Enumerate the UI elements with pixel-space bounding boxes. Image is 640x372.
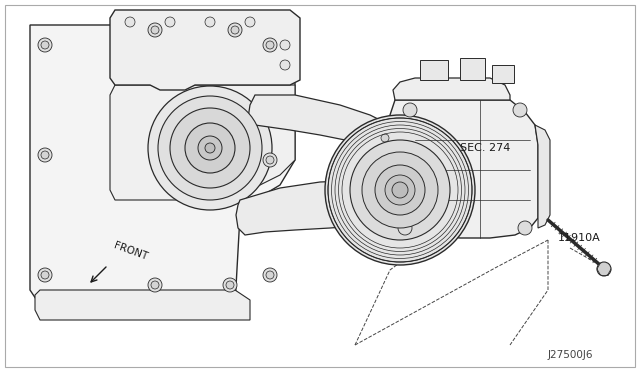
Polygon shape [110, 10, 300, 90]
Bar [420, 60, 448, 80]
Circle shape [403, 103, 417, 117]
Circle shape [41, 41, 49, 49]
Circle shape [38, 268, 52, 282]
Polygon shape [390, 100, 538, 238]
Circle shape [362, 152, 438, 228]
Circle shape [148, 23, 162, 37]
Circle shape [148, 86, 272, 210]
Circle shape [41, 271, 49, 279]
Polygon shape [535, 125, 550, 228]
Circle shape [398, 221, 412, 235]
Circle shape [198, 136, 222, 160]
Circle shape [38, 38, 52, 52]
Circle shape [263, 153, 277, 167]
Circle shape [386, 204, 394, 212]
Circle shape [226, 281, 234, 289]
Circle shape [350, 140, 450, 240]
Circle shape [158, 96, 262, 200]
Circle shape [375, 165, 425, 215]
Bar [492, 65, 514, 83]
Circle shape [263, 38, 277, 52]
Polygon shape [248, 95, 395, 152]
Polygon shape [236, 180, 400, 235]
Circle shape [148, 278, 162, 292]
Circle shape [231, 26, 239, 34]
Circle shape [381, 134, 389, 142]
Circle shape [205, 143, 215, 153]
Circle shape [597, 262, 611, 276]
Circle shape [513, 103, 527, 117]
Polygon shape [393, 78, 510, 100]
Circle shape [266, 41, 274, 49]
Text: J27500J6: J27500J6 [547, 350, 593, 360]
Circle shape [205, 17, 215, 27]
Circle shape [151, 26, 159, 34]
Circle shape [385, 175, 415, 205]
Circle shape [266, 156, 274, 164]
Circle shape [223, 278, 237, 292]
Circle shape [38, 148, 52, 162]
Polygon shape [30, 25, 295, 305]
Circle shape [185, 123, 235, 173]
Circle shape [263, 268, 277, 282]
Circle shape [125, 17, 135, 27]
Text: FRONT: FRONT [112, 241, 148, 262]
Circle shape [165, 17, 175, 27]
Bar [460, 58, 485, 80]
Circle shape [245, 17, 255, 27]
Circle shape [228, 23, 242, 37]
Text: SEC. 274: SEC. 274 [460, 143, 510, 153]
Circle shape [377, 130, 393, 146]
Circle shape [280, 60, 290, 70]
Circle shape [170, 108, 250, 188]
Circle shape [518, 221, 532, 235]
Circle shape [151, 281, 159, 289]
Circle shape [266, 271, 274, 279]
Polygon shape [35, 290, 250, 320]
Circle shape [382, 200, 398, 216]
Polygon shape [383, 148, 405, 208]
Circle shape [325, 115, 475, 265]
Text: 11910A: 11910A [558, 233, 601, 243]
Circle shape [41, 151, 49, 159]
Circle shape [392, 182, 408, 198]
Circle shape [280, 40, 290, 50]
Polygon shape [110, 85, 295, 200]
